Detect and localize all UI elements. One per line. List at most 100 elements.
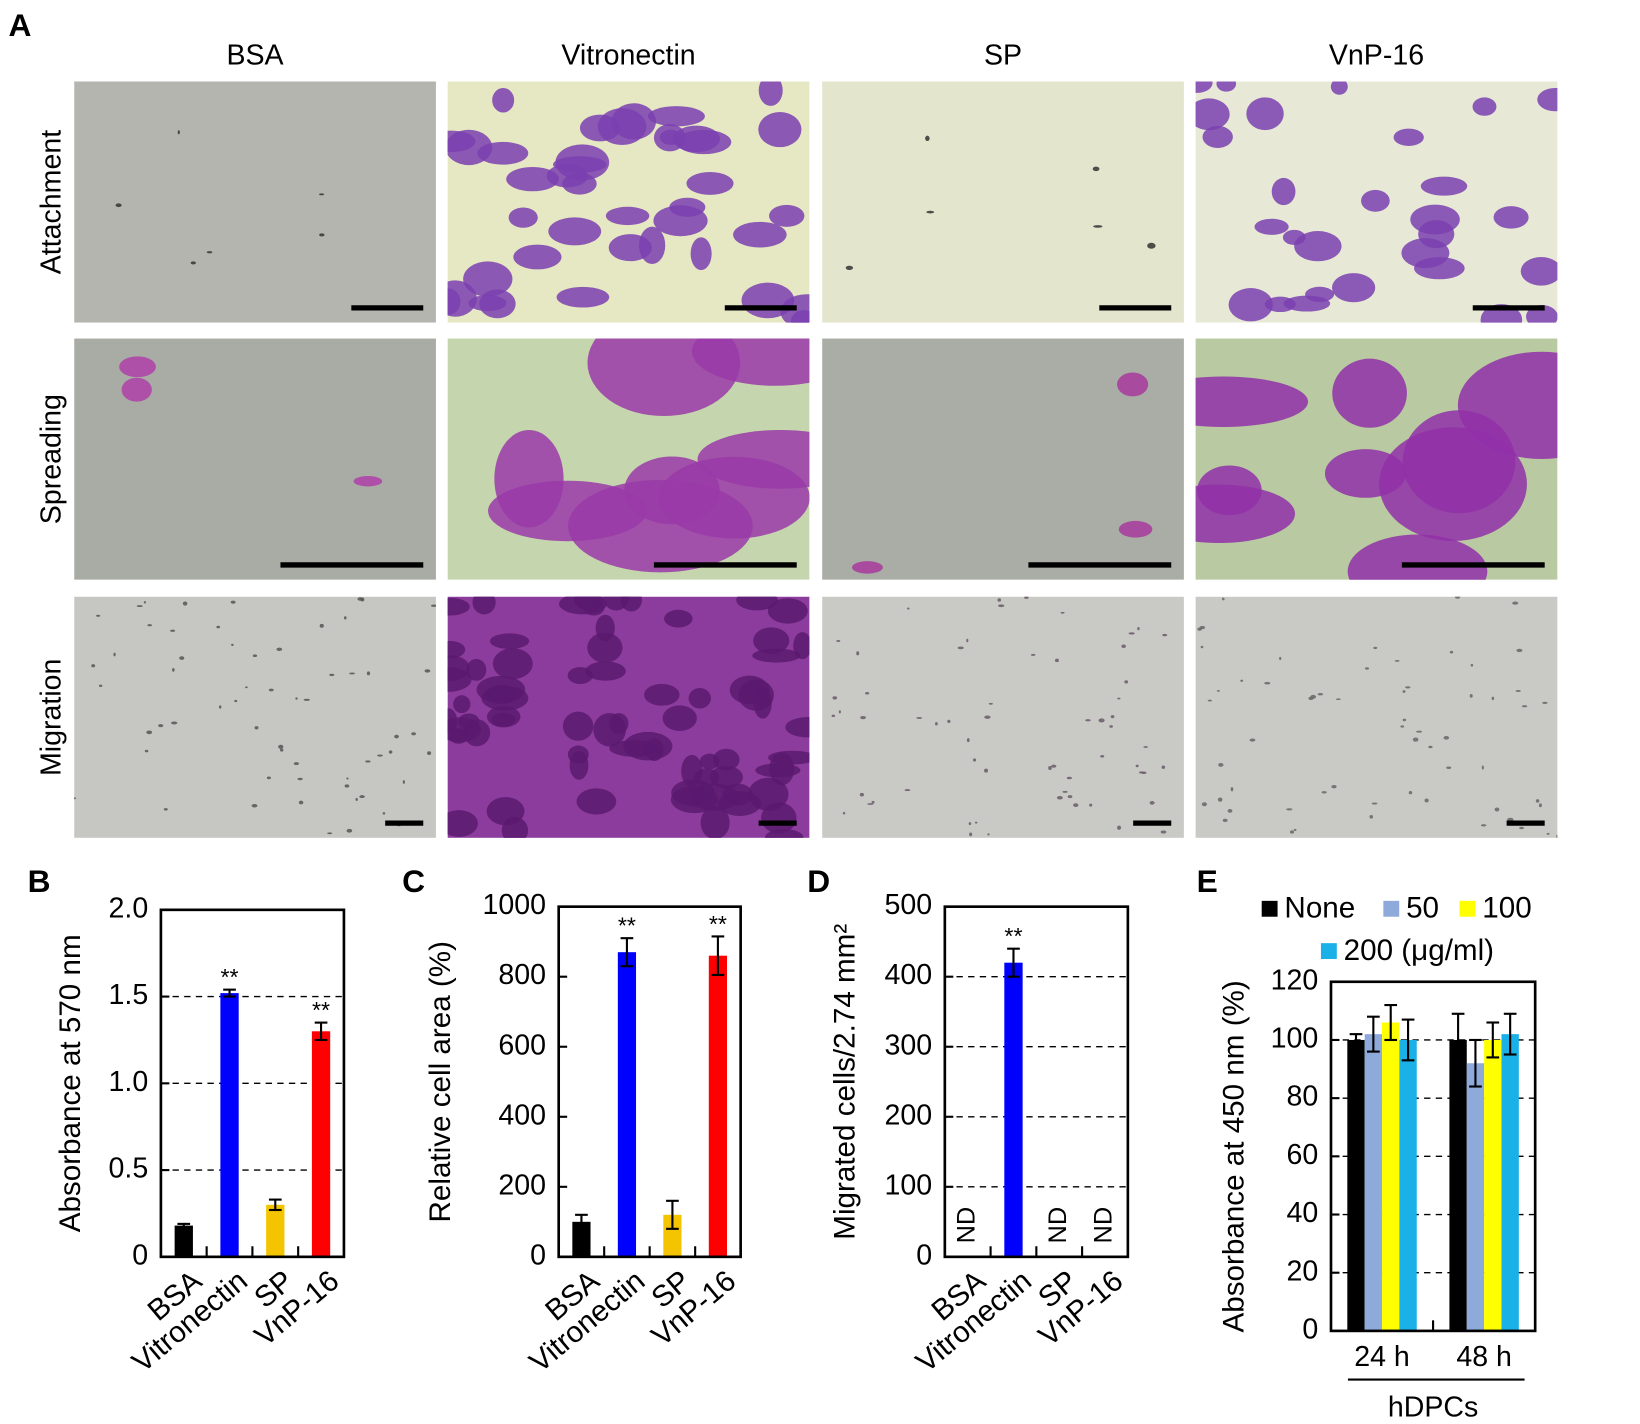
cell <box>686 171 734 195</box>
cell <box>733 221 787 248</box>
cell <box>402 780 405 784</box>
cell <box>1361 189 1390 212</box>
cell <box>1054 658 1059 663</box>
cell <box>357 597 364 601</box>
cell <box>492 648 533 680</box>
cell <box>1470 663 1474 667</box>
cell <box>1271 177 1296 206</box>
cell <box>1412 737 1419 742</box>
y-tick-label: 100 <box>1271 1023 1319 1055</box>
bar <box>311 1031 331 1257</box>
y-axis-label: Absorbance at 450 nm (%) <box>1218 980 1251 1332</box>
cell <box>1230 787 1234 792</box>
panel-label: E <box>1197 863 1218 899</box>
cell <box>1141 771 1147 775</box>
cell <box>182 601 188 606</box>
bar <box>1364 1034 1383 1331</box>
bar <box>1382 1022 1400 1331</box>
micrograph <box>822 596 1184 838</box>
cell <box>904 789 911 792</box>
cell <box>1221 597 1225 601</box>
cell <box>926 210 935 214</box>
cell <box>644 683 680 706</box>
cell <box>1405 686 1411 689</box>
cell <box>206 251 213 254</box>
legend-swatch <box>1319 942 1338 961</box>
cell <box>1056 795 1063 800</box>
cell <box>1100 754 1105 758</box>
cell <box>489 633 530 649</box>
cell <box>1051 764 1057 768</box>
error-bar <box>711 935 725 977</box>
micrograph-content <box>447 338 810 580</box>
y-tick-label: 0 <box>916 1239 932 1271</box>
cell <box>447 667 472 692</box>
cell <box>1491 696 1495 701</box>
cell <box>758 81 783 106</box>
cell <box>115 203 122 208</box>
cell <box>171 721 178 725</box>
cell <box>268 688 274 692</box>
y-axis-label: Absorbance at 570 nm <box>54 934 87 1232</box>
cell <box>1161 765 1166 769</box>
cell <box>349 672 355 675</box>
cell <box>1546 832 1550 835</box>
cell <box>365 760 371 763</box>
cell <box>1162 633 1168 637</box>
cell <box>453 695 471 714</box>
y-tick-label: 400 <box>885 959 933 991</box>
legend-label: None <box>1284 892 1355 925</box>
cell <box>96 614 101 617</box>
cell <box>1472 97 1497 116</box>
error-bar <box>268 1198 282 1212</box>
cell <box>494 429 564 528</box>
cell <box>136 605 143 607</box>
cell <box>1286 808 1293 811</box>
cell <box>974 821 978 824</box>
image-background <box>822 81 1184 323</box>
micrograph <box>1195 596 1558 838</box>
error-bar <box>1451 1012 1465 1068</box>
cell <box>266 776 271 780</box>
cell <box>91 664 96 668</box>
cell <box>430 604 436 607</box>
cell <box>230 600 236 604</box>
cell <box>1246 97 1284 131</box>
cell <box>836 640 841 642</box>
cell <box>1336 698 1341 701</box>
cell <box>559 596 607 615</box>
bar <box>708 955 728 1257</box>
cell <box>1048 765 1052 770</box>
cell <box>856 651 860 656</box>
cell <box>748 777 789 811</box>
y-tick-label: 1.0 <box>109 1066 149 1098</box>
cell <box>1195 376 1309 427</box>
micrograph <box>74 81 436 323</box>
cell <box>1289 830 1295 834</box>
cell <box>1062 790 1068 793</box>
cell <box>688 687 711 709</box>
cell <box>935 721 938 726</box>
cell <box>1093 225 1103 228</box>
bar <box>617 952 637 1257</box>
micrograph <box>1195 338 1558 580</box>
cell <box>603 596 630 611</box>
cell <box>957 646 964 650</box>
cell <box>251 804 258 808</box>
panel-label: A <box>9 7 32 43</box>
row-header: Spreading <box>36 394 68 524</box>
cell <box>1556 834 1558 838</box>
y-tick-label: 800 <box>498 959 546 991</box>
cell <box>234 699 238 703</box>
cell <box>346 777 349 780</box>
cell <box>1332 273 1376 303</box>
cell <box>969 832 973 837</box>
cell <box>1067 795 1073 799</box>
y-axis-label: Migrated cells/2.74 mm² <box>828 924 861 1240</box>
cell <box>984 768 989 773</box>
cell <box>605 206 650 226</box>
cell <box>1481 765 1484 770</box>
significance: ** <box>1004 923 1022 949</box>
micrograph-content <box>822 596 1184 838</box>
cell <box>319 623 324 628</box>
